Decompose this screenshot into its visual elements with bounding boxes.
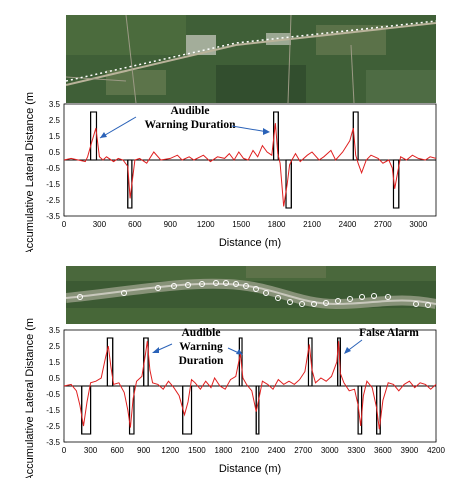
- warning-box: [307, 337, 313, 387]
- x-tick-label: 3900: [401, 446, 419, 455]
- x-tick-label: 1500: [188, 446, 206, 455]
- chart-top: Accumulative Lateral Distance (m) 3.5 2.5…: [24, 92, 437, 252]
- annotation-warning-duration: Warning Duration: [144, 119, 236, 131]
- annotation-arrowhead-right: [236, 349, 243, 355]
- x-tick-label: 900: [164, 220, 178, 229]
- x-tick-label: 900: [137, 446, 151, 455]
- y-tick-label: -0.5: [46, 390, 60, 399]
- annotation-arrowhead-false-alarm: [344, 347, 351, 354]
- warning-box: [337, 337, 341, 387]
- x-tick-label: 2100: [303, 220, 321, 229]
- annotation-arrow-right: [231, 125, 269, 133]
- y-tick-label: 3.5: [49, 100, 61, 109]
- satellite-image-bottom: [66, 266, 436, 324]
- y-tick-label: 2.5: [49, 116, 61, 125]
- x-tick-label: 2400: [339, 220, 357, 229]
- annotation-arrowhead-left: [152, 347, 159, 353]
- y-tick-label: 2.5: [49, 342, 61, 351]
- y-tick-label: 1.5: [49, 132, 61, 141]
- warning-box: [352, 111, 359, 161]
- x-tick-label: 3300: [347, 446, 365, 455]
- x-tick-label: 300: [93, 220, 107, 229]
- series-line: [63, 341, 437, 430]
- x-axis-label: Distance (m): [219, 237, 281, 249]
- y-tick-label: 0.5: [49, 374, 61, 383]
- x-tick-label: 0: [62, 220, 67, 229]
- x-tick-label: 300: [84, 446, 98, 455]
- annotation-warning: Warning: [179, 341, 223, 353]
- satellite-map-bottom: [66, 266, 436, 324]
- annotation-arrowhead-left: [100, 132, 107, 138]
- series-line: [63, 123, 437, 207]
- warning-box: [238, 337, 243, 387]
- x-tick-label: 1500: [232, 220, 250, 229]
- x-axis-label: Distance (m): [219, 463, 281, 475]
- warning-duration-line: [64, 111, 436, 209]
- x-tick-label: 2400: [268, 446, 286, 455]
- x-tick-label: 2700: [374, 220, 392, 229]
- y-tick-label: -1.5: [46, 180, 60, 189]
- chart-bottom: Accumulative Lateral Distance (m) 3.5 2.5…: [24, 318, 445, 478]
- y-tick-label: -1.5: [46, 406, 60, 415]
- satellite-image-top: [66, 15, 436, 103]
- x-tick-label: 0: [62, 446, 67, 455]
- y-tick-label: -2.5: [46, 422, 60, 431]
- warning-box: [392, 159, 400, 209]
- x-tick-label: 1800: [268, 220, 286, 229]
- warning-box: [285, 159, 292, 209]
- satellite-map-top: [66, 15, 436, 103]
- x-tick-label: 1200: [161, 446, 179, 455]
- warning-box: [357, 385, 363, 435]
- annotation-audible: Audible: [171, 105, 210, 117]
- y-axis-label: Accumulative Lateral Distance (m): [24, 92, 36, 252]
- x-tick-label: 3000: [321, 446, 339, 455]
- x-tick-label: 600: [110, 446, 124, 455]
- y-axis-label: Accumulative Lateral Distance (m): [24, 318, 36, 478]
- warning-box: [106, 337, 114, 387]
- x-tick-label: 2700: [294, 446, 312, 455]
- x-tick-label: 3600: [374, 446, 392, 455]
- y-tick-label: -0.5: [46, 164, 60, 173]
- warning-box: [128, 385, 135, 435]
- annotation-arrowhead-right: [263, 128, 270, 135]
- warning-box: [81, 385, 92, 435]
- x-tick-label: 1200: [197, 220, 215, 229]
- annotation-arrow-left: [99, 116, 137, 139]
- y-tick-label: 3.5: [49, 326, 61, 335]
- y-tick-label: -2.5: [46, 196, 60, 205]
- annotation-duration: Duration: [179, 355, 224, 367]
- y-tick-label: 0.5: [49, 148, 61, 157]
- x-tick-label: 3000: [409, 220, 427, 229]
- y-tick-label: 1.5: [49, 358, 61, 367]
- x-tick-label: 4200: [427, 446, 445, 455]
- y-tick-label: -3.5: [46, 212, 60, 221]
- x-tick-label: 1800: [215, 446, 233, 455]
- x-tick-label: 600: [128, 220, 142, 229]
- y-tick-label: -3.5: [46, 438, 60, 447]
- x-tick-label: 2100: [241, 446, 259, 455]
- annotation-audible: Audible: [182, 327, 221, 339]
- annotation-false-alarm: False Alarm: [359, 327, 419, 339]
